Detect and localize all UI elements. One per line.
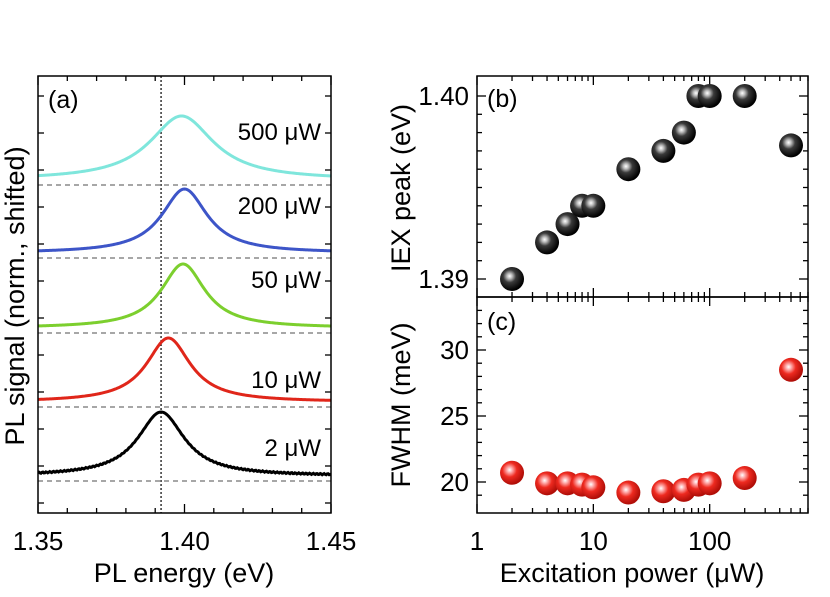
iex-peak-point	[651, 138, 676, 163]
a-x-tick-label: 1.40	[159, 526, 210, 556]
spectra	[38, 114, 331, 477]
fwhm-point	[732, 466, 757, 491]
panel-c: (c) 20 25 30 1 10 100 FWHM (meV) Excitation …	[386, 296, 809, 588]
c-x-tick-labels: 1 10 100	[470, 526, 732, 556]
iex-peak-point	[500, 267, 525, 291]
c-x-tick-label: 1	[470, 526, 484, 556]
a-x-tick-labels: 1.35 1.40 1.45	[13, 526, 357, 556]
power-label-2: 50 μW	[251, 267, 321, 294]
fwhm-point	[697, 471, 722, 496]
c-x-tick-label: 10	[579, 526, 608, 556]
iex-peak-point	[697, 84, 722, 108]
power-labels: 500 μW 200 μW 50 μW 10 μW 2 μW	[238, 119, 322, 462]
iex-peak-point	[555, 212, 580, 237]
fwhm-point	[616, 480, 641, 505]
panel-b: (b) 1.39 1.40 IEX peak (eV)	[386, 75, 809, 298]
c-y-tick-label: 25	[440, 401, 469, 431]
iex-peak-point	[581, 193, 606, 218]
fwhm-point	[535, 471, 560, 496]
power-label-0: 500 μW	[238, 119, 322, 146]
b-y-axis-label: IEX peak (eV)	[386, 104, 416, 272]
spectrum-3	[38, 336, 331, 402]
panel-c-frame	[476, 296, 809, 514]
a-y-axis-label: PL signal (norm., shifted)	[0, 146, 30, 445]
c-y-tick-labels: 20 25 30	[440, 335, 469, 497]
b-points	[500, 84, 803, 291]
fwhm-point	[581, 475, 606, 500]
panel-b-label: (b)	[487, 85, 518, 113]
a-x-axis-label: PL energy (eV)	[94, 558, 275, 588]
power-label-1: 200 μW	[238, 193, 322, 220]
b-y-tick-labels: 1.39 1.40	[418, 81, 469, 294]
iex-peak-point	[535, 230, 560, 255]
iex-peak-point	[732, 84, 757, 108]
c-x-axis-label: Excitation power (μW)	[500, 558, 765, 588]
c-ticks	[476, 297, 809, 513]
b-y-tick-label: 1.40	[418, 81, 469, 111]
baselines	[38, 184, 331, 482]
iex-peak-point	[671, 120, 696, 145]
spectrum-0	[38, 114, 331, 178]
fwhm-point	[778, 357, 803, 382]
a-x-tick-label: 1.45	[306, 526, 357, 556]
panel-b-frame	[476, 75, 809, 298]
spectrum-4	[38, 410, 331, 477]
panel-a-label: (a)	[48, 86, 79, 114]
power-label-3: 10 μW	[251, 367, 321, 394]
c-y-tick-label: 30	[440, 335, 469, 365]
spectrum-2	[38, 262, 331, 328]
iex-peak-point	[778, 133, 803, 158]
power-label-4: 2 μW	[265, 435, 322, 462]
c-x-tick-label: 100	[688, 526, 731, 556]
c-y-axis-label: FWHM (meV)	[386, 323, 416, 488]
fwhm-point	[500, 460, 525, 485]
c-y-tick-label: 20	[440, 467, 469, 497]
b-ticks	[476, 76, 809, 297]
panel-a-frame	[37, 75, 332, 514]
a-x-tick-label: 1.35	[13, 526, 64, 556]
spectrum-1	[38, 187, 331, 253]
iex-peak-point	[616, 157, 641, 182]
c-points	[500, 357, 803, 505]
b-y-tick-label: 1.39	[418, 264, 469, 294]
panel-c-label: (c)	[487, 308, 516, 336]
fwhm-point	[651, 479, 676, 504]
